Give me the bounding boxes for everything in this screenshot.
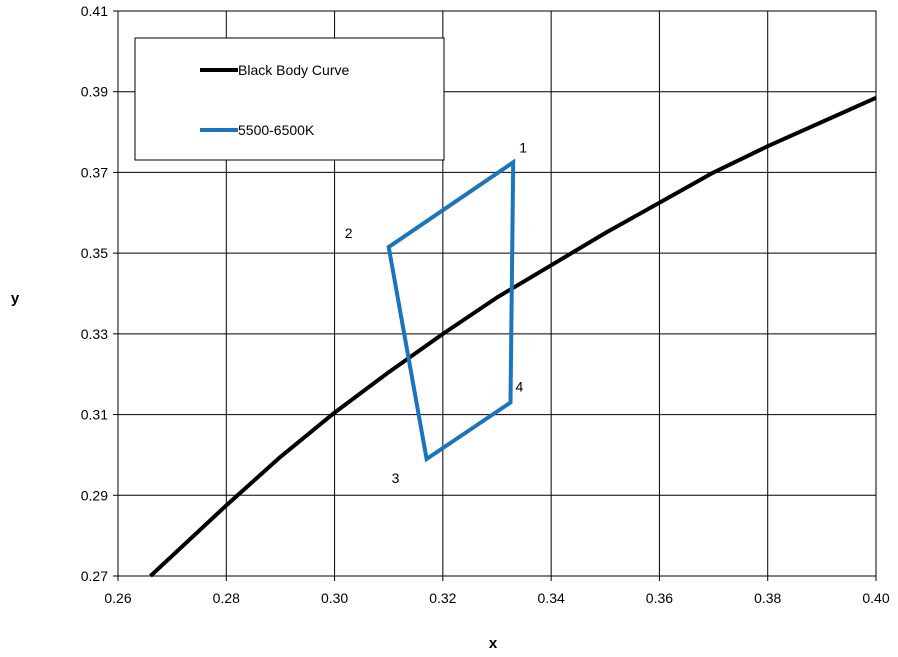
x-tick-label: 0.26	[104, 590, 131, 606]
point-label-4: 4	[516, 378, 524, 394]
x-axis-ticks: 0.26 0.28 0.30 0.32 0.34 0.36 0.38 0.40	[104, 576, 890, 606]
point-label-1: 1	[519, 139, 527, 155]
legend-box	[134, 37, 445, 161]
y-axis-title: y	[11, 290, 20, 307]
y-tick-label: 0.39	[81, 84, 108, 100]
x-tick-label: 0.30	[321, 590, 348, 606]
point-label-2: 2	[345, 225, 353, 241]
plot-frame	[117, 10, 877, 577]
y-tick-label: 0.41	[81, 3, 108, 19]
x-tick-label: 0.36	[646, 590, 673, 606]
legend: Black Body Curve 5500-6500K	[134, 37, 445, 161]
x-tick-label: 0.38	[754, 590, 781, 606]
y-tick-label: 0.31	[81, 407, 108, 423]
y-tick-label: 0.27	[81, 568, 108, 584]
y-tick-label: 0.37	[81, 164, 108, 180]
x-axis-title: x	[489, 635, 498, 652]
point-label-3: 3	[392, 470, 400, 486]
legend-label-black-body: Black Body Curve	[238, 62, 349, 78]
x-tick-label: 0.40	[862, 590, 889, 606]
series-layer	[149, 95, 877, 578]
x-tick-label: 0.34	[538, 590, 565, 606]
y-tick-label: 0.35	[81, 245, 108, 261]
x-tick-label: 0.32	[429, 590, 456, 606]
series-line-black-body-curve	[149, 95, 877, 578]
y-tick-label: 0.33	[81, 326, 108, 342]
legend-label-5500-6500k: 5500-6500K	[238, 122, 315, 138]
x-tick-label: 0.28	[213, 590, 240, 606]
point-labels: 1 2 3 4	[345, 139, 528, 486]
y-axis-ticks: 0.27 0.29 0.31 0.33 0.35 0.37 0.39 0.41	[81, 3, 118, 584]
series-line-5500-6500k	[386, 158, 516, 463]
y-tick-label: 0.29	[81, 487, 108, 503]
